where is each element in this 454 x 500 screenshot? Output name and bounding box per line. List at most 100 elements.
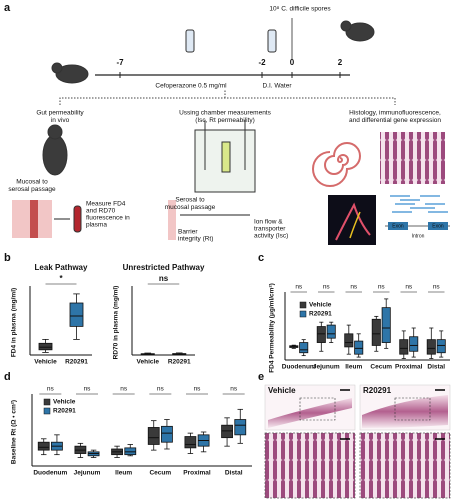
histology-image (380, 132, 445, 184)
timeline-label: -7 (116, 58, 124, 67)
histology-tissue (268, 398, 352, 428)
x-tick-label: Ileum (345, 364, 362, 371)
caption: Serosal to (175, 197, 205, 204)
x-tick-label: R20291 (65, 359, 88, 366)
caption: serosal passage (8, 186, 56, 193)
box (299, 342, 309, 354)
panel-e-images (264, 384, 451, 499)
box (37, 441, 50, 451)
x-tick-label: Vehicle (34, 359, 57, 366)
annotation: ns (350, 284, 358, 291)
x-tick-label: Duodenum (33, 470, 67, 477)
column-title: in vivo (51, 117, 70, 124)
y-axis-label: RD70 in plasma (mg/ml) (113, 286, 120, 360)
annotation: ns (433, 284, 441, 291)
panel-label: d (4, 371, 11, 383)
box (124, 447, 137, 456)
annotation: * (59, 274, 63, 283)
gene-label: Exon (392, 223, 404, 229)
zoom-box (394, 397, 431, 421)
exon (388, 222, 408, 230)
bracket (59, 90, 396, 105)
chart-title: Leak Pathway (35, 263, 88, 272)
reads (390, 195, 448, 213)
legend-label: R20291 (309, 311, 332, 318)
bottle (185, 29, 195, 53)
y-axis-label: FD4 in plasma (mg/ml) (11, 288, 18, 357)
annotation: ns (120, 386, 128, 393)
box (234, 419, 247, 436)
tissue (30, 200, 38, 238)
panel-label: e (258, 371, 264, 383)
zoom-box (299, 397, 336, 421)
annotation: ns (194, 386, 202, 393)
panel-label: c (258, 252, 264, 264)
image-label: Vehicle (268, 386, 296, 395)
caption: activity (Isc) (254, 233, 288, 240)
annotation: ns (157, 386, 165, 393)
timeline-label: -2 (258, 58, 266, 67)
column-title: (Isc, Rt permeability) (195, 117, 255, 124)
x-tick-label: Jejunum (74, 470, 101, 477)
swiss-roll (312, 142, 361, 187)
annotation: ns (84, 386, 92, 393)
exon (428, 222, 448, 230)
caption: transporter (254, 226, 286, 233)
column-title: Gut permeability (36, 110, 84, 117)
gene-label: Exon (432, 223, 444, 229)
box (409, 336, 419, 352)
gene-label: Intron (412, 233, 425, 239)
x-tick-label: Cecum (370, 364, 392, 371)
histology-zoom (359, 432, 451, 499)
x-tick-label: Proximal (395, 364, 423, 371)
y-axis-label: Baseline Rt (Ω • cm²) (11, 400, 18, 464)
timeline-label: 2 (338, 58, 343, 67)
box (316, 326, 326, 343)
panel-label: a (4, 2, 11, 14)
annotation: ns (405, 284, 413, 291)
panel-a-art (12, 18, 450, 245)
mouse (55, 64, 89, 84)
x-tick-label: Distal (427, 364, 445, 371)
legend-label: Vehicle (53, 399, 76, 406)
legend-label: Vehicle (309, 302, 332, 309)
box (221, 424, 233, 439)
caption: plasma (86, 222, 107, 229)
annotation: ns (230, 386, 238, 393)
box (326, 324, 336, 339)
x-tick-label: R20291 (168, 359, 191, 366)
treatment-label: D.I. Water (262, 83, 292, 90)
histology-zoom (264, 432, 356, 499)
column-title: Histology, immunofluorescence, (349, 110, 441, 117)
annotation: ns (159, 274, 169, 283)
caption: Ion flow & (254, 219, 283, 226)
box (38, 342, 53, 351)
image-label: R20291 (363, 386, 392, 395)
x-tick-label: Distal (225, 470, 243, 477)
box (436, 339, 446, 354)
box (399, 339, 409, 355)
x-tick-label: Duodenum (282, 364, 316, 371)
x-tick-label: Cecum (149, 470, 171, 477)
box (371, 318, 381, 346)
legend-swatch (299, 310, 307, 318)
column-title: Ussing chamber measurements (179, 110, 272, 117)
legend-swatch (299, 301, 307, 309)
ussing-chamber (221, 141, 231, 173)
legend-label: R20291 (53, 408, 76, 415)
annotation: ns (378, 284, 386, 291)
y-axis-label: FD4 Permeability (μg/ml/cm²) (269, 283, 276, 373)
legend-swatch (43, 407, 51, 415)
column-title: and differential gene expression (349, 117, 441, 124)
caption: fluorescence in (86, 215, 130, 222)
annotation: ns (323, 284, 331, 291)
bottle (267, 29, 277, 53)
annotation: ns (47, 386, 55, 393)
mouse (340, 20, 352, 32)
blood-tube (73, 205, 82, 233)
box (344, 333, 354, 348)
caption: mucosal passage (165, 204, 216, 211)
caption: Mucosal to (16, 179, 48, 186)
